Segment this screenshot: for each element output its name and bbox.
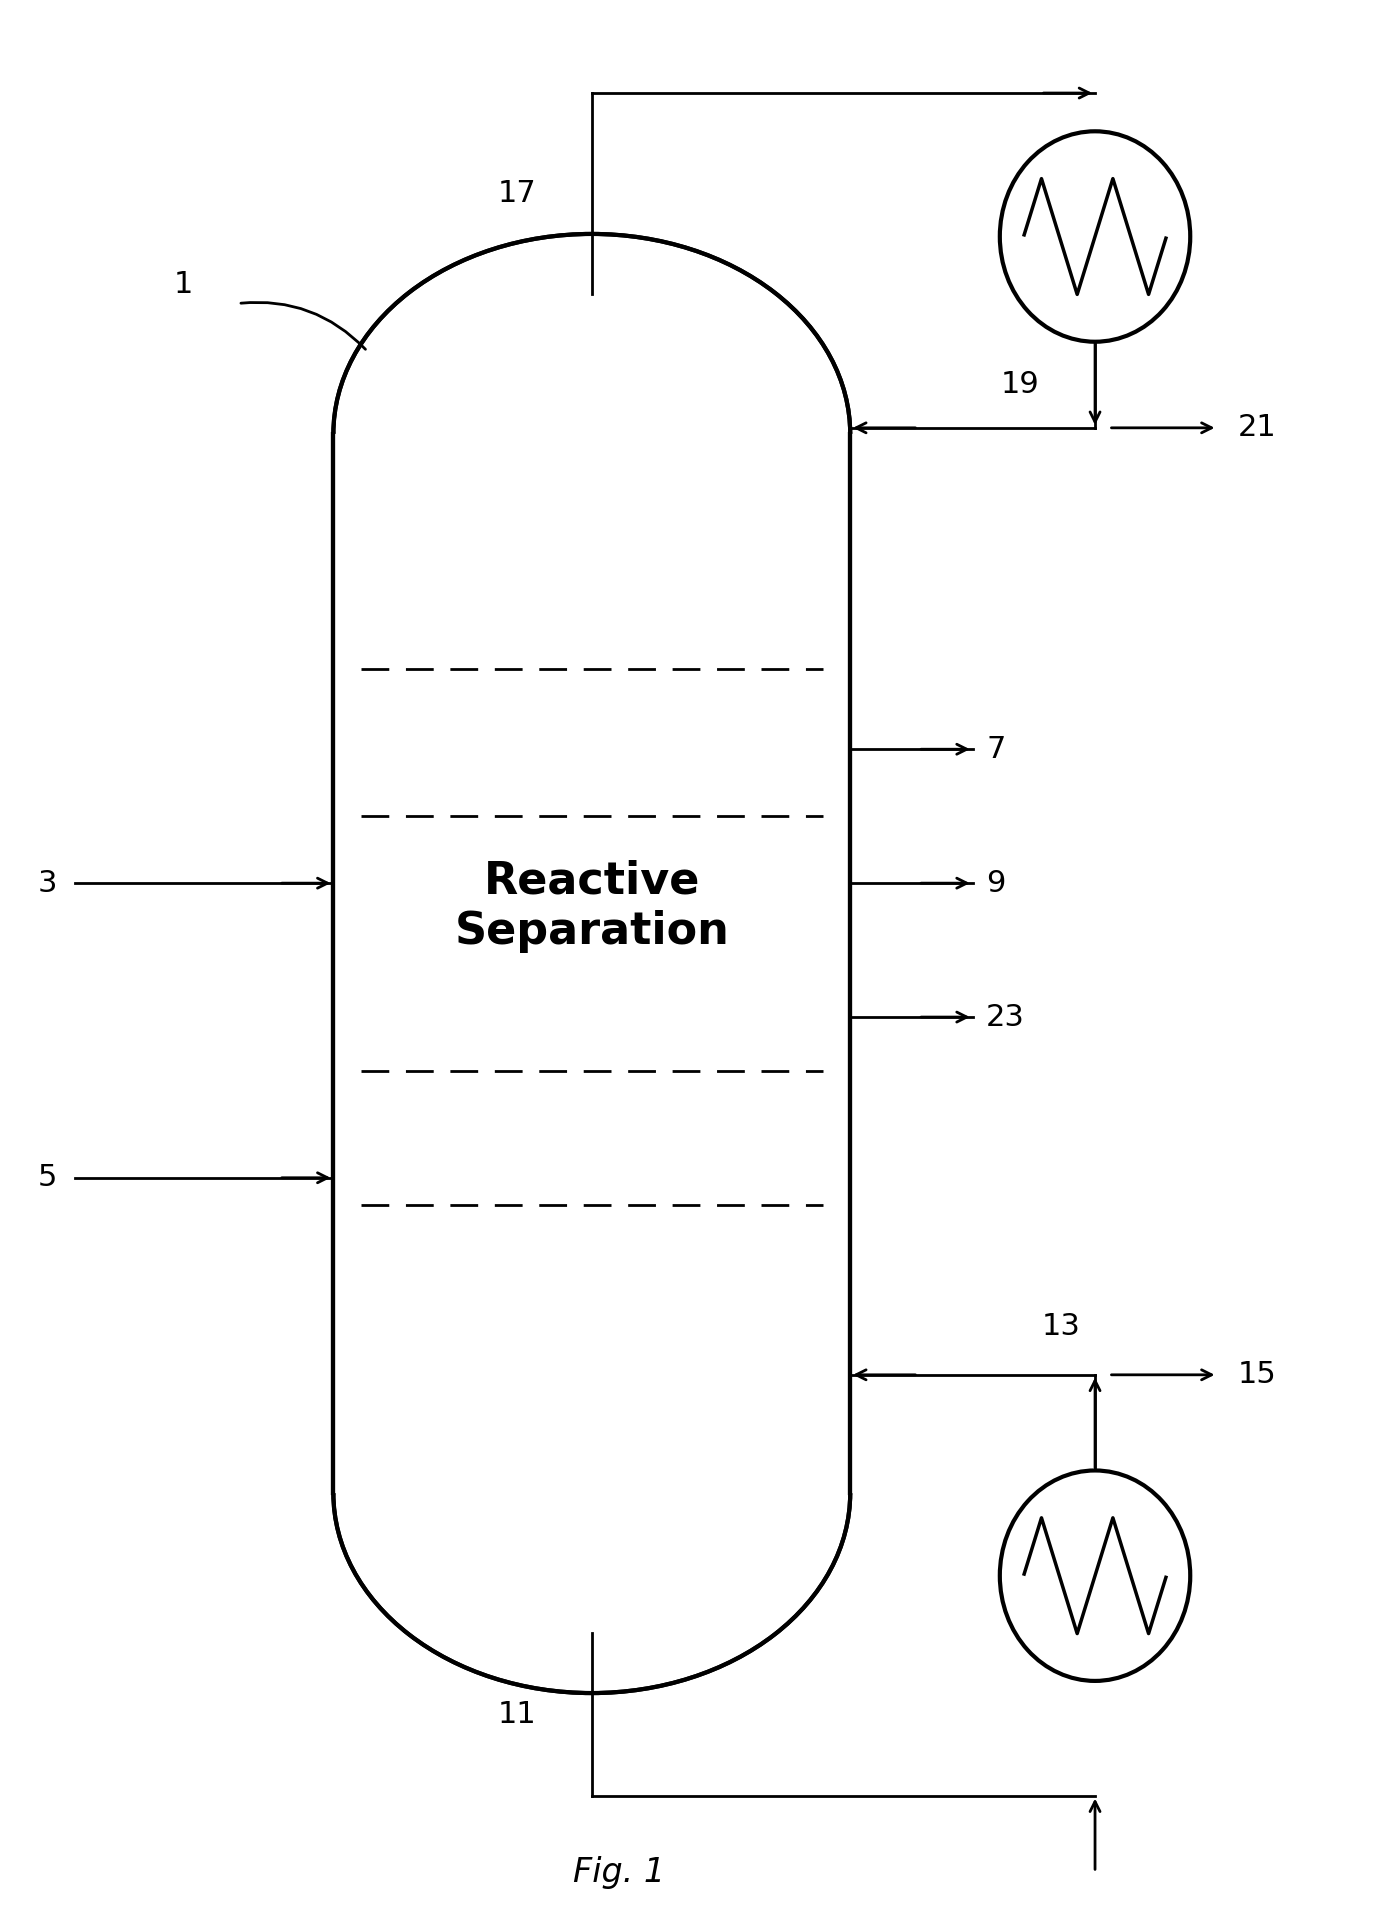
Text: 15: 15 [1238, 1360, 1276, 1389]
Text: 13: 13 [1041, 1312, 1080, 1341]
Bar [334, 434, 851, 1493]
Ellipse shape [1000, 131, 1190, 341]
Text: Fig. 1: Fig. 1 [573, 1856, 665, 1888]
Text: 23: 23 [987, 1002, 1025, 1031]
Text: 9: 9 [987, 869, 1006, 898]
Text: Reactive
Separation: Reactive Separation [455, 859, 730, 952]
Ellipse shape [334, 1293, 851, 1694]
Ellipse shape [1000, 1470, 1190, 1680]
Text: 7: 7 [987, 734, 1006, 763]
Ellipse shape [334, 233, 851, 634]
Text: 1: 1 [174, 270, 194, 299]
Text: 21: 21 [1238, 412, 1276, 443]
Text: 19: 19 [1000, 370, 1040, 399]
Text: 5: 5 [38, 1164, 58, 1193]
Text: 3: 3 [38, 869, 58, 898]
Text: 17: 17 [497, 179, 536, 208]
Text: 11: 11 [497, 1700, 536, 1729]
